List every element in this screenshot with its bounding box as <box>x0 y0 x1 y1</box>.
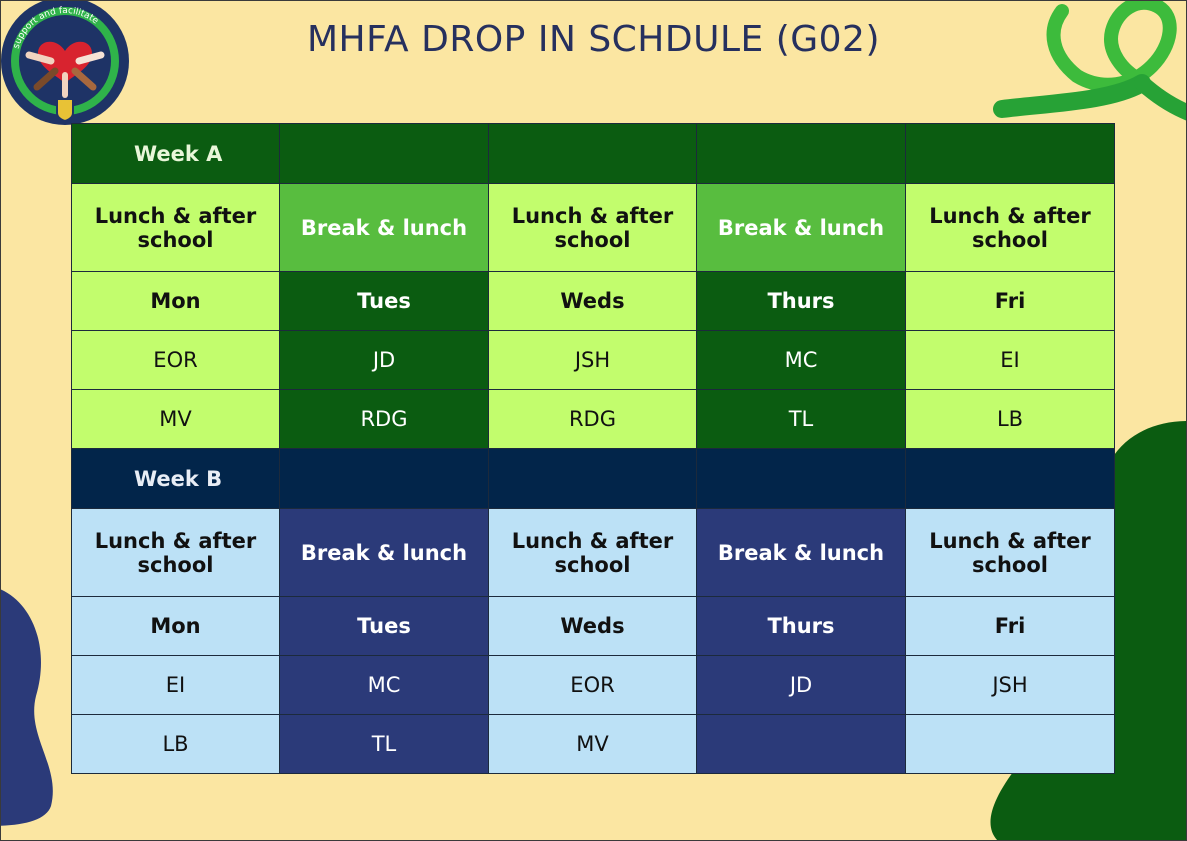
header-cell <box>696 448 906 509</box>
staff-cell: JD <box>279 330 489 390</box>
session-cell: Lunch & after school <box>488 183 697 272</box>
day-cell: Weds <box>488 596 697 656</box>
session-cell: Break & lunch <box>696 183 906 272</box>
staff-cell <box>905 714 1115 774</box>
header-cell <box>905 448 1115 509</box>
staff-cell: LB <box>71 714 280 774</box>
decorative-blob-right <box>990 421 1186 840</box>
staff-cell: EOR <box>71 330 280 390</box>
staff-cell: JSH <box>488 330 697 390</box>
header-cell <box>488 448 697 509</box>
page-title: MHFA DROP IN SCHDULE (G02) <box>307 19 880 60</box>
week-a-label: Week A <box>71 123 280 184</box>
day-cell: Fri <box>905 271 1115 331</box>
day-cell: Thurs <box>696 596 906 656</box>
staff-cell: LB <box>905 389 1115 449</box>
green-heart-ribbon-icon <box>993 1 1186 121</box>
day-cell: Thurs <box>696 271 906 331</box>
session-cell: Break & lunch <box>696 508 906 597</box>
day-cell: Fri <box>905 596 1115 656</box>
day-cell: Tues <box>279 596 489 656</box>
schedule-table: Week A Lunch & after school Break & lunc… <box>71 123 1115 774</box>
session-cell: Break & lunch <box>279 508 489 597</box>
staff-cell: JD <box>696 655 906 715</box>
day-cell: Weds <box>488 271 697 331</box>
staff-cell: EI <box>71 655 280 715</box>
staff-cell: RDG <box>279 389 489 449</box>
week-a-staff-row: MV RDG RDG TL LB <box>71 389 1115 449</box>
staff-cell: EI <box>905 330 1115 390</box>
staff-cell: MC <box>279 655 489 715</box>
staff-cell: JSH <box>905 655 1115 715</box>
week-b-header-row: Week B <box>71 448 1115 509</box>
day-cell: Mon <box>71 596 280 656</box>
staff-cell: RDG <box>488 389 697 449</box>
staff-cell: TL <box>696 389 906 449</box>
staff-cell: TL <box>279 714 489 774</box>
week-b-label: Week B <box>71 448 280 509</box>
week-a-staff-row: EOR JD JSH MC EI <box>71 330 1115 390</box>
week-a-day-row: Mon Tues Weds Thurs Fri <box>71 271 1115 331</box>
session-cell: Lunch & after school <box>71 183 280 272</box>
session-cell: Lunch & after school <box>905 508 1115 597</box>
week-b-day-row: Mon Tues Weds Thurs Fri <box>71 596 1115 656</box>
week-b-staff-row: EI MC EOR JD JSH <box>71 655 1115 715</box>
week-b-session-row: Lunch & after school Break & lunch Lunch… <box>71 508 1115 597</box>
header-cell <box>905 123 1115 184</box>
staff-cell <box>696 714 906 774</box>
header-cell <box>279 448 489 509</box>
school-support-logo: support and facilitate <box>1 1 129 125</box>
session-cell: Lunch & after school <box>905 183 1115 272</box>
header-cell <box>279 123 489 184</box>
week-a-session-row: Lunch & after school Break & lunch Lunch… <box>71 183 1115 272</box>
week-a-header-row: Week A <box>71 123 1115 184</box>
header-cell <box>488 123 697 184</box>
staff-cell: MV <box>71 389 280 449</box>
staff-cell: MC <box>696 330 906 390</box>
day-cell: Tues <box>279 271 489 331</box>
session-cell: Break & lunch <box>279 183 489 272</box>
header-cell <box>696 123 906 184</box>
decorative-blob-left <box>1 589 53 826</box>
staff-cell: MV <box>488 714 697 774</box>
session-cell: Lunch & after school <box>488 508 697 597</box>
day-cell: Mon <box>71 271 280 331</box>
staff-cell: EOR <box>488 655 697 715</box>
session-cell: Lunch & after school <box>71 508 280 597</box>
week-b-staff-row: LB TL MV <box>71 714 1115 774</box>
